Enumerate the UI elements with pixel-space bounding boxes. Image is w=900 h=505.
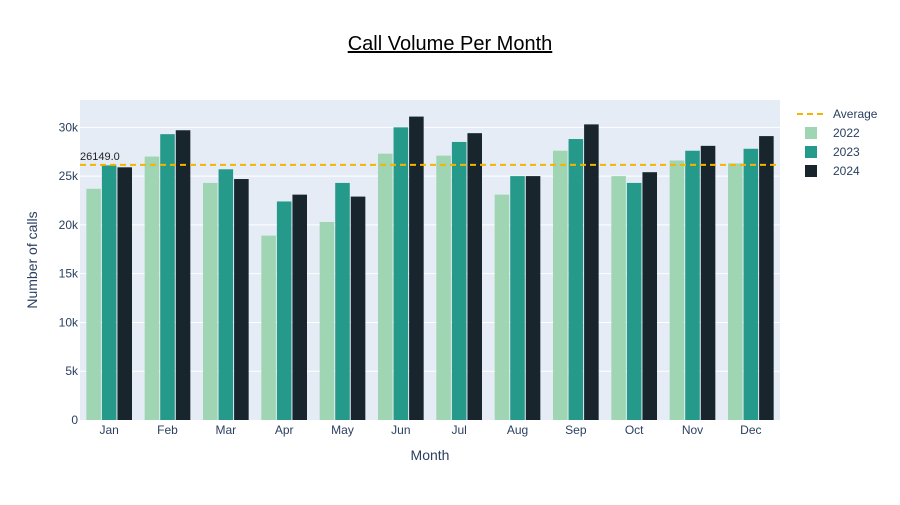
bar-2022-Aug[interactable] — [494, 194, 510, 420]
bar-2023-Mar[interactable] — [218, 169, 234, 420]
bar-2023-Jan[interactable] — [101, 165, 117, 420]
bar-2023-Dec[interactable] — [743, 148, 759, 420]
bar-2023-Apr[interactable] — [276, 201, 292, 420]
legend-label: Average — [833, 107, 878, 121]
x-tick-label: Jul — [451, 423, 466, 437]
bars — [86, 116, 774, 421]
x-tick-label: Jan — [99, 423, 118, 437]
plot-area — [80, 100, 780, 420]
legend-label: 2024 — [833, 164, 860, 178]
x-tick-label: Oct — [625, 423, 644, 437]
bar-2023-Jul[interactable] — [451, 141, 467, 420]
y-tick-label: 25k — [59, 169, 79, 183]
bar-2024-Feb[interactable] — [175, 130, 191, 420]
y-tick-label: 5k — [65, 364, 79, 378]
bar-2023-Jun[interactable] — [393, 127, 409, 420]
bar-2024-Sep[interactable] — [584, 124, 599, 420]
bar-2024-Mar[interactable] — [234, 179, 249, 420]
bar-2022-Jul[interactable] — [436, 155, 451, 421]
bar-2024-Dec[interactable] — [759, 136, 774, 420]
x-tick-label: Feb — [157, 423, 178, 437]
bar-2024-Nov[interactable] — [700, 145, 716, 421]
y-tick-label: 30k — [59, 120, 79, 134]
average-annotation: 26149.0 — [80, 151, 120, 163]
y-tick-label: 15k — [59, 267, 79, 281]
bar-2024-May[interactable] — [350, 196, 366, 420]
average-line-group: 26149.0 — [80, 151, 780, 166]
bar-2022-Feb[interactable] — [144, 156, 160, 420]
bar-2022-Oct[interactable] — [611, 176, 626, 420]
bar-2022-Sep[interactable] — [553, 150, 568, 421]
chart-title: Call Volume Per Month — [348, 33, 553, 55]
bar-2024-Jul[interactable] — [467, 133, 482, 421]
x-axis-title: Month — [411, 447, 450, 463]
bar-2024-Apr[interactable] — [292, 194, 307, 420]
bar-2022-Mar[interactable] — [203, 182, 218, 420]
legend-label: 2022 — [833, 126, 860, 140]
bar-2022-Jan[interactable] — [86, 188, 101, 420]
y-axis: 0 5k 10k 15k 20k 25k 30k — [59, 120, 79, 427]
y-tick-label: 10k — [59, 315, 79, 329]
bar-2023-May[interactable] — [335, 182, 350, 420]
x-axis: Jan Feb Mar Apr May Jun Jul Aug Sep Oct Nov Dec — [99, 423, 761, 437]
legend[interactable]: Average 2022 2023 2024 — [797, 107, 878, 178]
grid-lines — [80, 126, 780, 372]
bar-2023-Nov[interactable] — [685, 150, 700, 421]
x-tick-label: Jun — [391, 423, 410, 437]
legend-swatch — [805, 146, 817, 158]
bar-2023-Oct[interactable] — [626, 182, 642, 420]
x-tick-label: Apr — [275, 423, 294, 437]
legend-item-average[interactable]: Average — [797, 107, 878, 121]
y-axis-title: Number of calls — [24, 211, 40, 308]
y-tick-label: 0 — [71, 413, 78, 427]
bar-2022-Nov[interactable] — [669, 160, 685, 421]
bar-2022-May[interactable] — [319, 221, 335, 420]
legend-swatch — [805, 165, 817, 177]
x-tick-label: Aug — [507, 423, 528, 437]
bar-2024-Jun[interactable] — [409, 116, 424, 421]
x-tick-label: Mar — [215, 423, 236, 437]
bar-2022-Dec[interactable] — [728, 163, 743, 421]
legend-item-2023[interactable]: 2023 — [805, 145, 860, 159]
y-tick-label: 20k — [59, 218, 79, 232]
bar-2022-Apr[interactable] — [261, 235, 276, 420]
legend-label: 2023 — [833, 145, 860, 159]
bar-2023-Feb[interactable] — [160, 134, 175, 420]
bar-2023-Aug[interactable] — [510, 176, 525, 420]
bar-2022-Jun[interactable] — [378, 153, 393, 420]
x-tick-label: May — [331, 423, 354, 437]
bar-2024-Oct[interactable] — [642, 172, 657, 420]
bar-2024-Jan[interactable] — [117, 167, 132, 420]
legend-item-2022[interactable]: 2022 — [805, 126, 860, 140]
bar-2024-Aug[interactable] — [525, 176, 541, 420]
x-tick-label: Dec — [740, 423, 761, 437]
x-tick-label: Nov — [682, 423, 703, 437]
x-tick-label: Sep — [565, 423, 587, 437]
bar-2023-Sep[interactable] — [568, 139, 584, 420]
legend-swatch — [805, 127, 817, 139]
legend-item-2024[interactable]: 2024 — [805, 164, 860, 178]
